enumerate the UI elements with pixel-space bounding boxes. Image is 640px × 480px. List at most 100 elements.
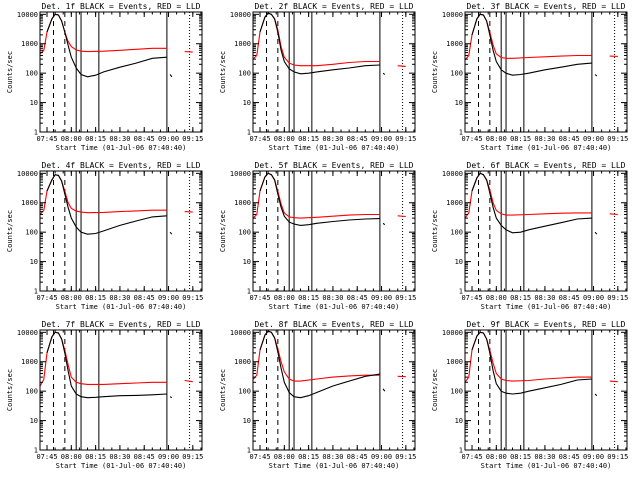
y-tick-label: 1000 xyxy=(234,358,251,366)
x-tick-label: 08:45 xyxy=(559,453,580,461)
y-axis-label: Counts/sec xyxy=(6,210,14,252)
y-tick-label: 10000 xyxy=(442,170,463,178)
y-tick-label: 10000 xyxy=(17,170,38,178)
x-tick-label: 09:15 xyxy=(395,135,416,143)
y-tick-label: 10000 xyxy=(230,11,251,19)
y-tick-label: 10 xyxy=(455,258,463,266)
y-tick-label: 10 xyxy=(30,99,38,107)
x-tick-label: 08:00 xyxy=(274,294,295,302)
events-series-line xyxy=(46,13,173,78)
x-tick-label: 09:15 xyxy=(182,135,203,143)
panel-title: Det. 3f BLACK = Events, RED = LLD xyxy=(467,2,626,11)
plot-frame xyxy=(39,11,203,133)
lld-series-line xyxy=(464,172,618,219)
y-tick-label: 10 xyxy=(455,99,463,107)
panel-det-1: Det. 1f BLACK = Events, RED = LLD 1 10 100 1… xyxy=(6,2,203,152)
y-axis-label: Counts/sec xyxy=(431,210,439,252)
y-axis-label: Counts/sec xyxy=(219,369,227,411)
y-tick-label: 1 xyxy=(247,447,251,455)
x-tick-label: 08:45 xyxy=(134,453,155,461)
y-tick-label: 1000 xyxy=(446,40,463,48)
x-tick-label: 09:00 xyxy=(371,294,392,302)
y-tick-label: 1000 xyxy=(21,40,38,48)
x-tick-label: 08:45 xyxy=(347,135,368,143)
y-tick-label: 10000 xyxy=(442,329,463,337)
x-axis-label: Start Time (01-Jul-06 07:40:40) xyxy=(269,462,400,470)
x-tick-label: 08:30 xyxy=(534,294,555,302)
y-axis-label: Counts/sec xyxy=(219,210,227,252)
panel-title: Det. 5f BLACK = Events, RED = LLD xyxy=(255,161,414,170)
y-tick-label: 10000 xyxy=(17,11,38,19)
x-tick-label: 08:15 xyxy=(85,453,106,461)
y-tick-label: 1 xyxy=(247,129,251,137)
x-tick-label: 07:45 xyxy=(36,135,57,143)
y-tick-label: 1000 xyxy=(446,358,463,366)
x-tick-label: 08:00 xyxy=(486,294,507,302)
panel-title: Det. 7f BLACK = Events, RED = LLD xyxy=(42,320,201,329)
y-tick-label: 10000 xyxy=(230,170,251,178)
x-tick-label: 08:15 xyxy=(85,135,106,143)
y-axis-label: Counts/sec xyxy=(431,51,439,93)
plot-frame xyxy=(252,170,416,292)
y-tick-label: 1000 xyxy=(21,358,38,366)
x-tick-label: 07:45 xyxy=(461,453,482,461)
x-axis-label: Start Time (01-Jul-06 07:40:40) xyxy=(56,144,187,152)
plot-frame xyxy=(464,329,628,451)
x-axis-label: Start Time (01-Jul-06 07:40:40) xyxy=(56,462,187,470)
x-tick-label: 09:00 xyxy=(371,135,392,143)
x-tick-label: 08:15 xyxy=(510,294,531,302)
x-tick-label: 08:15 xyxy=(510,453,531,461)
x-axis-label: Start Time (01-Jul-06 07:40:40) xyxy=(481,144,612,152)
y-tick-label: 100 xyxy=(238,70,251,78)
x-tick-label: 08:30 xyxy=(109,453,130,461)
x-tick-label: 08:30 xyxy=(322,453,343,461)
plot-frame xyxy=(464,11,628,133)
x-tick-label: 09:15 xyxy=(607,294,628,302)
x-tick-label: 08:15 xyxy=(298,294,319,302)
y-axis-label: Counts/sec xyxy=(431,369,439,411)
events-series-line xyxy=(471,331,598,397)
x-tick-label: 08:00 xyxy=(486,453,507,461)
y-tick-label: 100 xyxy=(25,229,38,237)
x-tick-label: 09:15 xyxy=(607,135,628,143)
x-axis-label: Start Time (01-Jul-06 07:40:40) xyxy=(269,144,400,152)
x-tick-label: 08:45 xyxy=(559,294,580,302)
events-series-line xyxy=(46,174,173,235)
y-tick-label: 1000 xyxy=(234,40,251,48)
x-tick-label: 09:00 xyxy=(583,135,604,143)
events-series-line xyxy=(259,12,386,75)
y-tick-label: 10000 xyxy=(17,329,38,337)
y-tick-label: 10 xyxy=(455,417,463,425)
y-tick-label: 10000 xyxy=(442,11,463,19)
panel-det-8: Det. 8f BLACK = Events, RED = LLD 1 10 100 1… xyxy=(219,320,416,470)
y-axis-label: Counts/sec xyxy=(6,51,14,93)
x-tick-label: 07:45 xyxy=(461,135,482,143)
lld-series-line xyxy=(252,172,406,219)
events-series-line xyxy=(471,13,598,77)
x-tick-label: 09:00 xyxy=(158,135,179,143)
x-tick-label: 07:45 xyxy=(249,135,270,143)
panel-title: Det. 4f BLACK = Events, RED = LLD xyxy=(42,161,201,170)
y-tick-label: 100 xyxy=(450,388,463,396)
x-tick-label: 08:00 xyxy=(274,453,295,461)
x-tick-label: 09:00 xyxy=(583,294,604,302)
x-axis-label: Start Time (01-Jul-06 07:40:40) xyxy=(269,303,400,311)
x-tick-label: 08:45 xyxy=(134,294,155,302)
x-tick-label: 08:45 xyxy=(559,135,580,143)
panel-title: Det. 8f BLACK = Events, RED = LLD xyxy=(255,320,414,329)
lld-series-line xyxy=(39,13,193,55)
plot-frame xyxy=(39,170,203,292)
y-axis-label: Counts/sec xyxy=(219,51,227,93)
panel-det-3: Det. 3f BLACK = Events, RED = LLD 1 10 100 1… xyxy=(431,2,628,152)
x-tick-label: 07:45 xyxy=(249,453,270,461)
x-tick-label: 09:00 xyxy=(583,453,604,461)
panel-title: Det. 2f BLACK = Events, RED = LLD xyxy=(255,2,414,11)
x-tick-label: 08:45 xyxy=(347,453,368,461)
plot-frame xyxy=(39,329,203,451)
y-tick-label: 100 xyxy=(25,388,38,396)
plot-frame xyxy=(464,170,628,292)
y-tick-label: 1 xyxy=(34,288,38,296)
x-tick-label: 08:45 xyxy=(134,135,155,143)
x-tick-label: 08:00 xyxy=(274,135,295,143)
